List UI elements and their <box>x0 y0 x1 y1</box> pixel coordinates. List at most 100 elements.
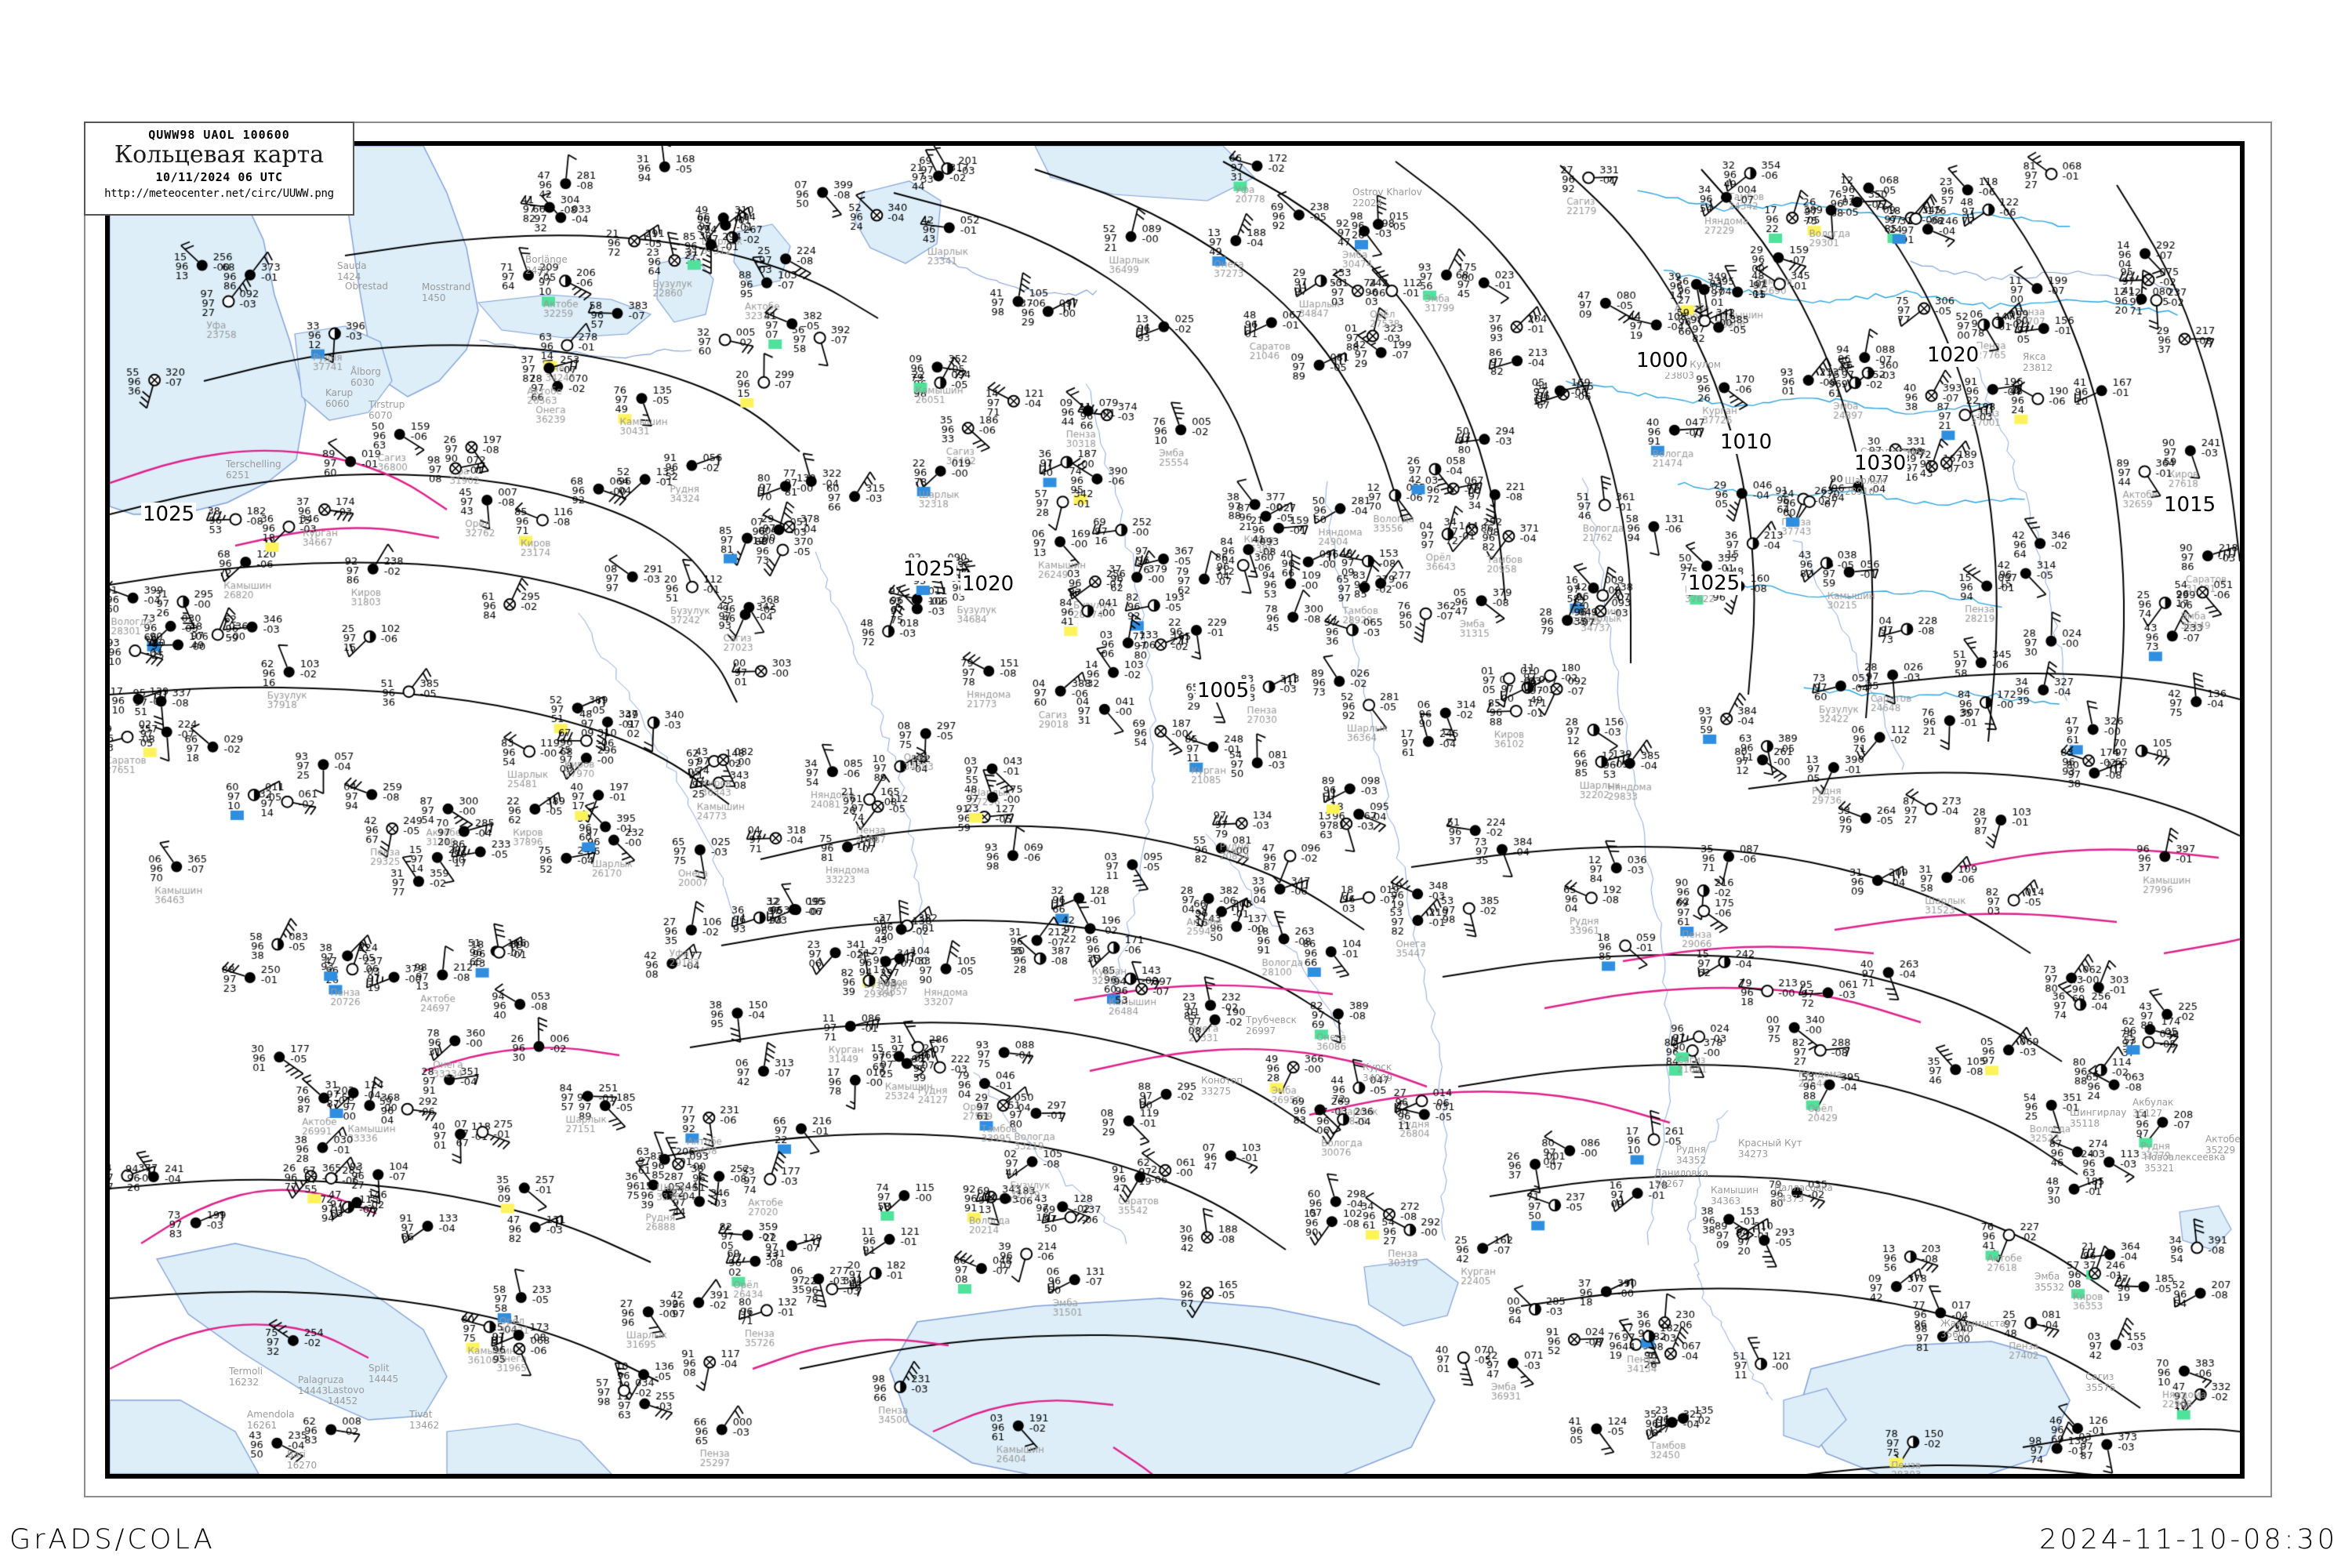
station-name-label: Tivat 13462 <box>409 1409 439 1431</box>
isobar-label: 1025 <box>141 503 197 526</box>
station-name: Tirstrup <box>368 399 405 410</box>
station-name-label: Жаксымыстау 35602 <box>1940 1318 2011 1340</box>
station-wmo-id: 28916 <box>1845 486 1875 497</box>
station-name: Palagruza <box>298 1374 344 1385</box>
station-wmo-id: 14452 <box>328 1396 358 1406</box>
station-name: Tivat <box>409 1409 433 1420</box>
station-wmo-id: 1424 <box>337 271 361 282</box>
station-wmo-id: 35532 <box>2034 1282 2065 1293</box>
station-name-label: Bari 16270 <box>287 1449 317 1471</box>
station-name-label: Якса 23812 <box>2023 351 2053 373</box>
station-name: Трубчевск <box>1246 1014 1297 1025</box>
station-wmo-id: 16261 <box>247 1420 278 1431</box>
wmo-header-text: QUWW98 UAOL 100600 <box>148 128 290 142</box>
isobar-label: 1025 <box>1686 572 1742 595</box>
station-wmo-id: 34267 <box>1654 1178 1685 1189</box>
station-wmo-id: 35602 <box>1940 1329 1971 1340</box>
station-wmo-id: 34373 <box>1774 1193 1805 1204</box>
station-name-label: Трубчевск 26997 <box>1246 1014 1297 1036</box>
station-name: Ålborg <box>350 366 381 377</box>
station-name: Obrestad <box>345 281 389 292</box>
station-name-label: Рудня 34352 <box>1676 1144 1706 1166</box>
footer-producer: GrADS/COLA <box>9 1524 216 1555</box>
station-name: Шингирлау <box>2070 1107 2127 1118</box>
station-name-label: Сагиз 35576 <box>2085 1371 2115 1393</box>
station-wmo-id: 2435 <box>525 265 550 276</box>
station-wmo-id: 13462 <box>409 1420 440 1431</box>
synoptic-map-canvas[interactable] <box>110 146 2240 1474</box>
station-name: Рудня <box>1676 1144 1706 1155</box>
isobar-label: 1015 <box>2162 493 2218 517</box>
chart-title: Кольцевая карта <box>114 141 325 169</box>
station-name-label: Актобе 35229 <box>2205 1134 2240 1156</box>
station-name-label: Karup 6060 <box>325 387 353 409</box>
station-wmo-id: 6070 <box>368 410 393 421</box>
station-name-label: Курск 34009 <box>1363 1062 1392 1083</box>
station-name: Новоалексеевка <box>2144 1152 2226 1163</box>
station-wmo-id: 14445 <box>368 1374 399 1385</box>
station-wmo-id: 6060 <box>325 398 350 409</box>
station-wmo-id: 23812 <box>2023 362 2053 373</box>
station-name-label: Termoli 16232 <box>229 1366 263 1388</box>
station-wmo-id: 35576 <box>2085 1382 2116 1393</box>
station-name-label: Terschelling 6251 <box>226 459 281 481</box>
station-name: Mosstrand <box>422 281 471 292</box>
station-name-label: Amendola 16261 <box>247 1409 295 1431</box>
footer-timestamp: 2024-11-10-08:30 <box>2039 1524 2338 1555</box>
station-name-label: Sauda 1424 <box>337 260 367 282</box>
station-name-label: Split 14445 <box>368 1363 398 1385</box>
station-name: Камышин <box>1711 1185 1759 1196</box>
station-name: Жаксымыстау <box>1940 1318 2012 1329</box>
station-name-label: Шарлык 28916 <box>1845 475 1886 497</box>
station-wmo-id: 34009 <box>1363 1073 1393 1083</box>
station-name: Termoli <box>229 1366 263 1377</box>
station-name-label: Lastovo 14452 <box>328 1385 365 1406</box>
station-name-label: Borlänge 2435 <box>525 254 568 276</box>
station-name-label: Акбулак 35127 <box>2132 1097 2173 1119</box>
station-wmo-id: 14443 <box>298 1385 328 1396</box>
station-name: Конотоп <box>1201 1075 1243 1086</box>
chart-source-url: http://meteocenter.net/circ/UUWW.png <box>104 187 334 200</box>
station-name-label: Эмба 35532 <box>2034 1271 2064 1293</box>
station-wmo-id: 34352 <box>1676 1155 1707 1166</box>
title-cartouche: QUWW98 UAOL 100600 Кольцевая карта 10/11… <box>84 122 354 216</box>
station-name: Bari <box>287 1449 306 1460</box>
isobar-label: 1010 <box>1719 430 1774 454</box>
station-wmo-id: 22024 <box>1352 198 1383 209</box>
station-name: Sauda <box>337 260 367 271</box>
station-name: Borlänge <box>525 254 568 265</box>
isobar-label: 1005 <box>1196 679 1251 702</box>
station-wmo-id: 6251 <box>226 470 250 481</box>
isobar-label: 1020 <box>960 572 1016 596</box>
station-name: Split <box>368 1363 390 1374</box>
station-name-label: Даниловка 34267 <box>1654 1167 1708 1189</box>
station-wmo-id: 35321 <box>2144 1163 2175 1174</box>
station-name: Сагиз <box>2085 1371 2114 1382</box>
station-name: Lastovo <box>328 1385 365 1396</box>
station-name: Эмба <box>2034 1271 2060 1282</box>
station-wmo-id: 34273 <box>1738 1149 1769 1160</box>
map-neatline: 1025 1015 1000 1010 1020 1025 1030 1025 1020 1005… <box>105 141 2245 1479</box>
station-wmo-id: 26997 <box>1246 1025 1276 1036</box>
station-name: Палласовка <box>1774 1182 1833 1193</box>
isobar-label: 1000 <box>1635 349 1690 372</box>
station-wmo-id: 23803 <box>1664 370 1695 381</box>
station-name-label: Tirstrup 6070 <box>368 399 405 421</box>
station-name-label: Ostrov Kharlov 22024 <box>1352 187 1422 209</box>
station-name: Terschelling <box>226 459 281 470</box>
station-name: Шарлык <box>1845 475 1886 486</box>
station-name: Акбулак <box>2132 1097 2174 1108</box>
station-name-label: Красный Кут 34273 <box>1738 1138 1802 1160</box>
station-name-label: Новоалексеевка 35321 <box>2144 1152 2225 1174</box>
station-name-label: Obrestad <box>345 281 388 292</box>
station-wmo-id: 6030 <box>350 377 375 388</box>
isobar-label: 1020 <box>1926 343 1981 367</box>
station-name: Даниловка <box>1654 1167 1709 1178</box>
station-name: Курск <box>1363 1062 1392 1073</box>
station-name-label: Шингирлау 35118 <box>2070 1107 2126 1129</box>
station-wmo-id: 34363 <box>1711 1196 1741 1207</box>
isobar-label: 1030 <box>1853 452 1908 475</box>
station-name: Якса <box>2023 351 2046 362</box>
station-name: Karup <box>325 387 354 398</box>
